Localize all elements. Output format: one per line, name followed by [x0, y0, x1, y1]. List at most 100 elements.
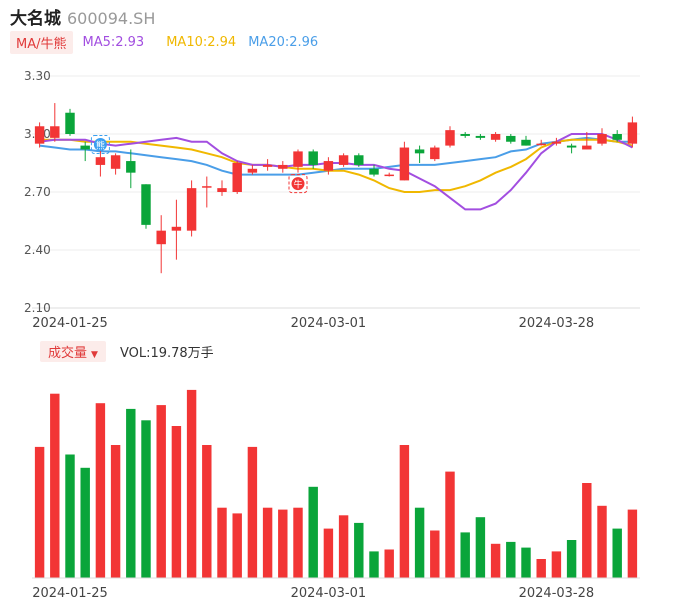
- ma-indicator-tab[interactable]: MA/牛熊: [10, 30, 73, 54]
- volume-tab-label: 成交量: [48, 345, 88, 361]
- volume-bar: [354, 522, 364, 578]
- volume-bar: [308, 486, 318, 578]
- volume-bar: [566, 540, 577, 578]
- volume-bar: [551, 551, 562, 578]
- ma-legend: MA/牛熊 MA5:2.93 MA10:2.94 MA20:2.96: [10, 30, 318, 54]
- candle-body: [186, 188, 197, 231]
- volume-x-axis: 2024-01-25 2024-03-01 2024-03-28: [32, 586, 594, 601]
- candle-body: [338, 155, 349, 165]
- marker-label: 牛: [293, 179, 302, 191]
- volume-bar: [262, 507, 273, 578]
- candle-body: [536, 143, 546, 146]
- x-tick-label: 2024-03-01: [291, 316, 367, 331]
- volume-bar: [338, 515, 349, 578]
- candle-body: [232, 163, 242, 192]
- price-x-axis: 2024-01-25 2024-03-01 2024-03-28: [32, 316, 594, 331]
- candle-body: [126, 161, 136, 173]
- volume-bar: [232, 513, 242, 578]
- marker-frame: [288, 174, 308, 194]
- candle-body: [80, 145, 90, 150]
- dropdown-arrow-icon: ▼: [91, 349, 98, 360]
- x-tick-label: 2024-01-25: [32, 586, 108, 601]
- stock-code: 600094.SH: [67, 9, 156, 28]
- volume-bar: [156, 405, 166, 578]
- marker-badge: [93, 138, 107, 152]
- volume-bar: [536, 559, 546, 578]
- volume-bar: [369, 551, 379, 578]
- candle-body: [50, 126, 60, 138]
- volume-bar: [490, 543, 501, 578]
- candle-body: [156, 230, 166, 245]
- volume-bar: [217, 507, 227, 578]
- volume-bar: [597, 505, 607, 578]
- volume-bar: [247, 446, 258, 578]
- candle-body: [627, 122, 638, 144]
- volume-indicator-tab[interactable]: 成交量 ▼: [40, 340, 106, 362]
- x-tick-label: 2024-03-28: [519, 586, 595, 601]
- volume-bar: [65, 454, 75, 578]
- y-tick-label: 3.30: [24, 69, 51, 83]
- y-tick-label: 2.10: [24, 301, 51, 315]
- volume-bar: [445, 471, 455, 578]
- volume-bar: [202, 445, 212, 578]
- candle-body: [445, 130, 455, 146]
- ma10-legend: MA10:2.94: [166, 34, 237, 50]
- candle-body: [582, 145, 592, 150]
- volume-bar: [141, 420, 151, 578]
- volume-bar: [95, 403, 106, 578]
- candle-body: [399, 147, 410, 181]
- candlestick-series: [34, 103, 638, 274]
- volume-bar: [323, 528, 334, 578]
- price-y-axis: 3.303.002.702.402.10: [24, 69, 51, 315]
- volume-legend: 成交量 ▼ VOL:19.78万手: [40, 340, 214, 362]
- x-tick-label: 2024-03-01: [291, 586, 367, 601]
- candle-body: [141, 184, 151, 225]
- ma5-legend: MA5:2.93: [82, 34, 145, 50]
- volume-bar: [612, 528, 622, 578]
- candle-body: [354, 155, 364, 165]
- candle-body: [247, 168, 258, 173]
- candle-body: [308, 151, 318, 165]
- volume-bar: [293, 507, 303, 578]
- y-tick-label: 2.40: [24, 243, 51, 257]
- volume-bar: [506, 541, 516, 578]
- candle-body: [95, 157, 106, 165]
- y-tick-label: 2.70: [24, 185, 51, 199]
- volume-bar: [278, 509, 288, 578]
- candle-body: [506, 135, 516, 142]
- volume-bar: [171, 426, 182, 578]
- volume-bar: [430, 530, 440, 578]
- candle-body: [65, 112, 75, 134]
- candle-body: [293, 151, 303, 167]
- marker-label: 熊: [96, 140, 105, 152]
- candle-body: [521, 139, 531, 146]
- volume-bar: [110, 445, 121, 578]
- volume-bar: [384, 549, 394, 578]
- candle-body: [414, 149, 425, 154]
- volume-bar: [399, 445, 410, 578]
- candle-body: [566, 145, 577, 148]
- volume-bar: [460, 532, 470, 578]
- candle-body: [34, 126, 45, 144]
- ma5-line: [39, 133, 633, 211]
- candle-body: [323, 161, 334, 171]
- candle-body: [597, 134, 607, 144]
- candle-body: [369, 168, 379, 175]
- volume-bar: [414, 507, 425, 578]
- price-grid: [32, 75, 640, 309]
- candle-body: [384, 174, 394, 177]
- volume-bar: [80, 467, 90, 578]
- candle-body: [171, 226, 182, 231]
- volume-bar: [475, 517, 486, 578]
- marker-badge: [291, 177, 305, 191]
- volume-bar: [50, 393, 60, 578]
- candle-body: [475, 135, 486, 138]
- x-tick-label: 2024-03-28: [519, 316, 595, 331]
- volume-series: [32, 389, 640, 579]
- volume-value: VOL:19.78万手: [119, 345, 214, 361]
- candle-body: [551, 141, 562, 144]
- volume-bar: [34, 446, 45, 578]
- candle-body: [490, 134, 501, 140]
- marker-frame: [90, 135, 110, 155]
